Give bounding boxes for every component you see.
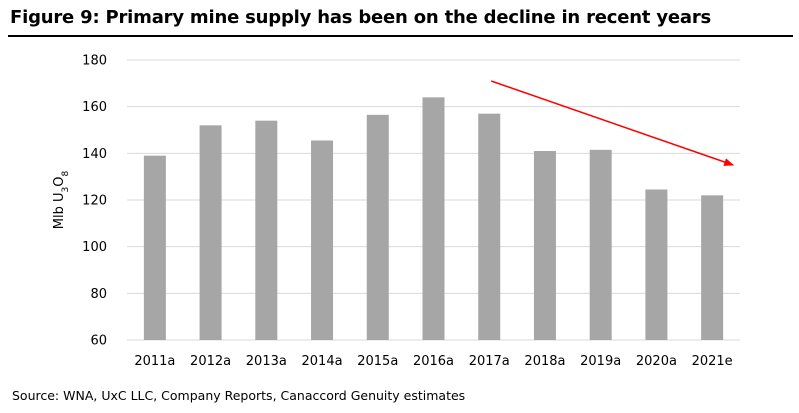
y-axis-label: Mlb U3O8 [52,171,71,230]
y-axis-ticks: 60 80 100 120 140 160 180 [82,54,107,349]
bar-2018a [533,151,556,340]
x-tick-label: 2020a [636,354,677,369]
title-divider [8,35,793,37]
x-tick-label: 2019a [580,354,621,369]
x-tick-label: 2015a [357,354,398,369]
bar-2014a [311,140,334,340]
y-tick-label: 160 [82,100,107,115]
x-tick-label: 2018a [524,354,565,369]
bar-2019a [589,149,612,340]
source-note: Source: WNA, UxC LLC, Company Reports, C… [12,388,466,403]
bar-2011a [143,155,166,340]
y-tick-label: 140 [82,147,107,162]
bar-2017a [478,113,501,341]
x-axis-ticks: 2011a 2012a 2013a 2014a 2015a 2016a 2017a 2018a… [134,354,732,369]
x-tick-label: 2013a [246,354,287,369]
y-tick-label: 100 [82,240,107,255]
x-tick-label: 2011a [134,354,175,369]
y-tick-label: 80 [90,287,107,302]
x-tick-label: 2016a [413,354,454,369]
x-tick-label: 2017a [469,354,510,369]
y-tick-label: 60 [90,334,107,349]
bar-2021e [701,195,724,340]
figure-title: Figure 9: Primary mine supply has been o… [10,7,712,28]
bar-2015a [366,114,389,340]
bar-2012a [199,125,222,340]
bar-2020a [645,189,668,340]
trend-arrow [490,80,735,166]
bars [143,97,724,341]
x-tick-label: 2021e [692,354,733,369]
x-tick-label: 2014a [302,354,343,369]
bar-2013a [255,120,278,341]
y-tick-label: 180 [82,54,107,69]
bar-2016a [422,97,445,340]
annotations [490,80,735,166]
y-tick-label: 120 [82,194,107,209]
x-tick-label: 2012a [190,354,231,369]
